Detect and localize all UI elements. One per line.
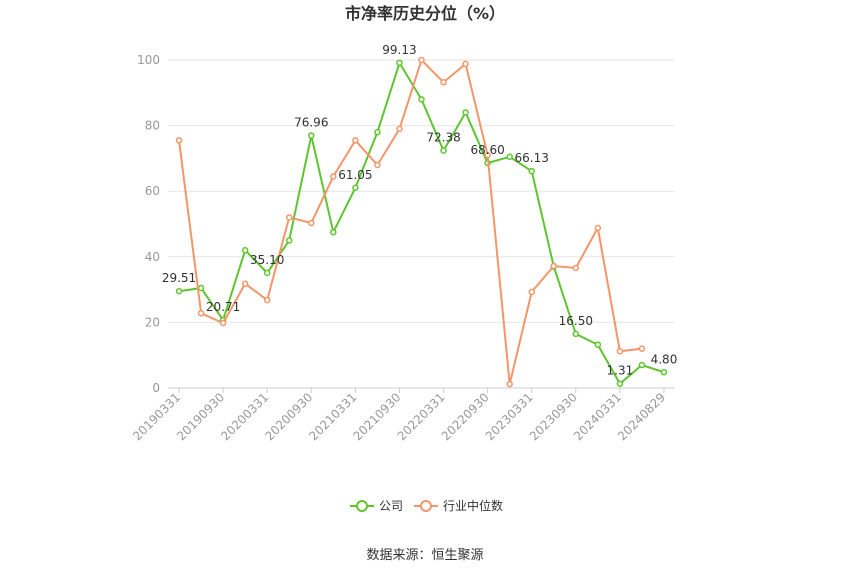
y-tick-label: 0 [152,381,160,395]
data-point[interactable] [594,341,602,348]
data-point[interactable] [616,380,624,387]
data-point[interactable] [638,345,646,352]
data-label: 61.05 [338,168,372,182]
data-point[interactable] [197,309,205,317]
y-tick-label: 40 [145,250,160,264]
series-layer [175,56,668,388]
data-point[interactable] [263,269,271,277]
data-labels: 29.51 20.71 35.10 76.96 61.05 99.13 72.38 68.60… [162,43,677,378]
data-point[interactable] [462,109,469,116]
data-point[interactable] [285,214,293,221]
data-point[interactable] [396,125,403,133]
data-label: 72.38 [426,131,460,145]
data-point[interactable] [308,132,315,139]
legend-swatch-marker [356,500,368,512]
data-point[interactable] [175,287,183,295]
data-label: 76.96 [294,116,328,130]
data-label: 20.71 [206,300,240,314]
data-point[interactable] [572,330,580,338]
legend: 公司 行业中位数 [350,498,503,513]
legend-item-label[interactable]: 行业中位数 [443,498,503,513]
data-point[interactable] [352,137,359,144]
data-label: 99.13 [382,43,416,57]
data-point[interactable] [219,319,227,327]
data-point[interactable] [263,296,271,304]
data-label: 4.80 [651,352,678,366]
data-point[interactable] [484,151,491,159]
data-point[interactable] [396,59,403,67]
data-point[interactable] [330,173,337,180]
data-point[interactable] [352,184,359,192]
data-label: 29.51 [162,271,196,285]
y-tick-label: 60 [145,184,160,198]
series-line-0 [178,60,665,386]
data-point[interactable] [550,262,558,270]
source-note: 数据来源：恒生聚源 [366,548,483,563]
data-label: 1.31 [607,364,634,378]
grid-lines [168,59,675,389]
data-point[interactable] [374,161,381,169]
data-point[interactable] [594,224,602,232]
data-point[interactable] [572,264,580,272]
y-tick-label: 80 [145,119,160,133]
y-tick-label: 20 [145,315,160,329]
data-label: 68.60 [470,143,504,157]
data-point[interactable] [374,128,381,136]
data-point[interactable] [528,167,535,175]
legend-item-label[interactable]: 公司 [379,499,403,513]
data-point[interactable] [418,56,425,64]
data-point[interactable] [308,219,315,227]
data-point[interactable] [241,246,249,254]
data-point[interactable] [440,79,447,86]
data-point[interactable] [638,361,646,369]
x-axis: 2019033120190930202003312020093020210331… [130,388,668,443]
data-point[interactable] [506,380,513,388]
data-point[interactable] [418,96,425,103]
series-line-1 [178,58,643,385]
data-label: 16.50 [559,314,593,328]
data-point[interactable] [197,284,205,292]
data-point[interactable] [616,348,624,355]
data-point[interactable] [241,280,249,287]
data-point[interactable] [175,137,183,144]
data-point[interactable] [660,369,668,376]
y-axis: 0 20 40 60 80 100 [137,53,160,395]
data-point[interactable] [506,153,513,161]
data-label: 35.10 [250,253,284,267]
data-label: 66.13 [515,151,549,165]
data-point[interactable] [285,237,293,244]
data-point[interactable] [440,147,447,154]
data-point[interactable] [462,60,469,68]
data-point[interactable] [528,288,535,296]
x-tick-label: 20240829 [615,390,668,443]
data-point[interactable] [330,228,337,236]
legend-swatch-marker [420,500,432,512]
chart-title: 市净率历史分位（%） [345,4,505,23]
y-tick-label: 100 [137,53,160,67]
